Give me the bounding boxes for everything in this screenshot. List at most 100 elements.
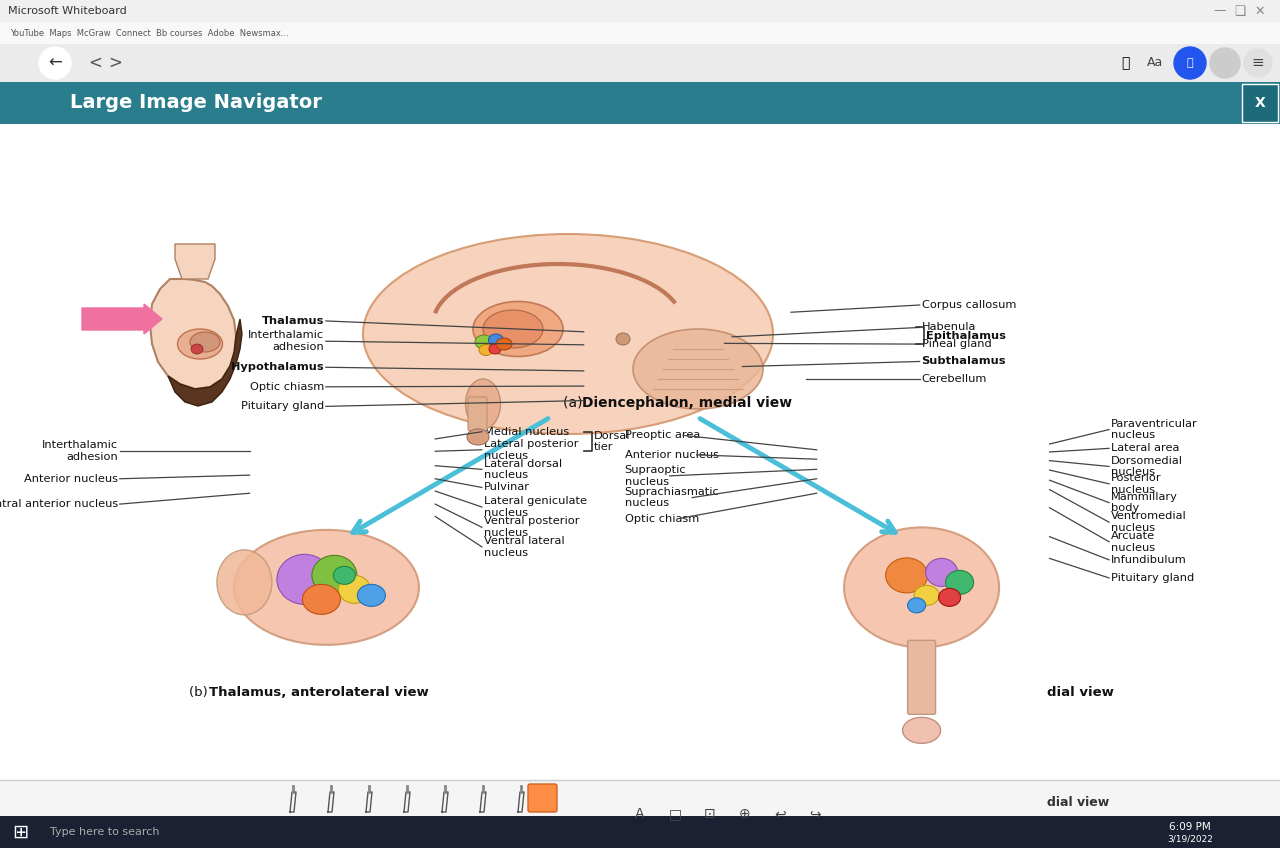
Text: Pituitary gland: Pituitary gland [1111,573,1194,583]
Text: Subthalamus: Subthalamus [922,356,1006,366]
FancyBboxPatch shape [0,82,1280,124]
FancyBboxPatch shape [529,784,557,812]
Circle shape [1244,49,1272,77]
Ellipse shape [357,584,385,606]
Ellipse shape [479,344,493,355]
Text: Thalamus, anterolateral view: Thalamus, anterolateral view [209,686,429,699]
Ellipse shape [497,338,512,350]
Text: dial view: dial view [1047,686,1114,699]
Text: YouTube  Maps  McGraw  Connect  Bb courses  Adobe  Newsmax...: YouTube Maps McGraw Connect Bb courses A… [10,29,289,37]
Text: Ventral anterior nucleus: Ventral anterior nucleus [0,499,118,509]
Text: Lateral posterior
nucleus: Lateral posterior nucleus [484,439,579,460]
Text: Close: Close [1247,129,1274,139]
FancyBboxPatch shape [0,44,1280,82]
Ellipse shape [178,329,223,359]
Text: 3/19/2022: 3/19/2022 [1167,834,1213,844]
Ellipse shape [234,530,419,644]
Text: Preoptic area: Preoptic area [625,430,700,440]
Text: Diencephalon, medial view: Diencephalon, medial view [582,396,792,410]
Ellipse shape [364,234,773,434]
FancyArrow shape [82,304,163,334]
Text: Mammillary
body: Mammillary body [1111,492,1178,513]
FancyBboxPatch shape [0,780,1280,848]
Text: dial view: dial view [1047,795,1110,808]
Text: Lateral geniculate
nucleus: Lateral geniculate nucleus [484,496,586,518]
Text: Dorsomedial
nucleus: Dorsomedial nucleus [1111,455,1183,477]
Text: <: < [88,54,102,72]
FancyBboxPatch shape [1242,124,1277,144]
Text: 6:09 PM: 6:09 PM [1169,823,1211,832]
Text: ⊞: ⊞ [12,823,28,841]
Text: ⊕: ⊕ [739,807,751,821]
Text: Thalamus: Thalamus [261,316,324,326]
Ellipse shape [914,585,940,605]
Text: Optic chiasm: Optic chiasm [250,382,324,392]
Text: >: > [108,54,122,72]
Ellipse shape [886,558,928,593]
Text: Paraventricular
nucleus: Paraventricular nucleus [1111,419,1198,440]
FancyBboxPatch shape [1242,84,1277,122]
Ellipse shape [191,344,204,354]
Text: (a): (a) [563,396,588,410]
Text: Pineal gland: Pineal gland [922,339,991,349]
Ellipse shape [475,335,493,349]
Text: Type here to search: Type here to search [50,827,160,837]
Circle shape [38,47,70,79]
Ellipse shape [189,332,220,352]
Ellipse shape [483,310,543,348]
Text: ←: ← [49,54,61,72]
Circle shape [1174,47,1206,79]
Text: Habenula: Habenula [922,322,975,332]
Text: Interthalamic
adhesion: Interthalamic adhesion [42,440,118,462]
Text: ↪: ↪ [809,807,820,821]
Ellipse shape [489,334,503,346]
Text: Cerebellum: Cerebellum [922,374,987,384]
Text: ⊡: ⊡ [704,807,716,821]
Text: Anterior nucleus: Anterior nucleus [24,474,118,483]
FancyBboxPatch shape [0,22,1280,44]
Text: Pituitary gland: Pituitary gland [241,401,324,411]
Text: Corpus callosum: Corpus callosum [922,300,1016,310]
Ellipse shape [467,429,489,445]
Text: 🔍: 🔍 [1121,56,1129,70]
Text: Interthalamic
adhesion: Interthalamic adhesion [248,331,324,352]
Text: ≡: ≡ [1252,55,1265,70]
Text: Lateral dorsal
nucleus: Lateral dorsal nucleus [484,459,562,480]
Text: A: A [635,807,645,821]
Text: Lateral area: Lateral area [1111,444,1179,454]
Ellipse shape [276,555,332,605]
Ellipse shape [938,589,960,606]
Text: Arcuate
nucleus: Arcuate nucleus [1111,531,1155,553]
Text: Hypothalamus: Hypothalamus [232,362,324,372]
Text: 👤: 👤 [1187,58,1193,68]
Text: Aa: Aa [1147,57,1164,70]
Polygon shape [175,244,215,279]
Ellipse shape [844,527,1000,647]
Ellipse shape [333,566,356,584]
Text: Ventromedial
nucleus: Ventromedial nucleus [1111,511,1187,533]
Ellipse shape [216,550,271,615]
Ellipse shape [312,555,357,595]
Ellipse shape [946,571,974,594]
Ellipse shape [634,329,763,409]
Text: ↩: ↩ [774,807,786,821]
Text: Anterior nucleus: Anterior nucleus [625,450,718,460]
Text: (b): (b) [189,686,212,699]
Text: —: — [1213,4,1226,18]
Ellipse shape [908,598,925,613]
Text: □: □ [668,807,681,821]
Text: Optic chiasm: Optic chiasm [625,514,699,523]
Ellipse shape [925,558,957,586]
Circle shape [1210,48,1240,78]
Text: Epithalamus: Epithalamus [927,331,1006,341]
Text: ✕: ✕ [1254,4,1265,18]
Polygon shape [168,319,242,406]
Text: Ventral posterior
nucleus: Ventral posterior nucleus [484,516,580,538]
Ellipse shape [338,575,370,604]
Text: Suprachiasmatic
nucleus: Suprachiasmatic nucleus [625,487,719,509]
Text: Large Image Navigator: Large Image Navigator [70,93,321,113]
Text: Posterior
nucleus: Posterior nucleus [1111,473,1162,494]
Text: Ventral lateral
nucleus: Ventral lateral nucleus [484,536,564,558]
Text: Infundibulum: Infundibulum [1111,555,1187,565]
Text: Pulvinar: Pulvinar [484,483,530,493]
